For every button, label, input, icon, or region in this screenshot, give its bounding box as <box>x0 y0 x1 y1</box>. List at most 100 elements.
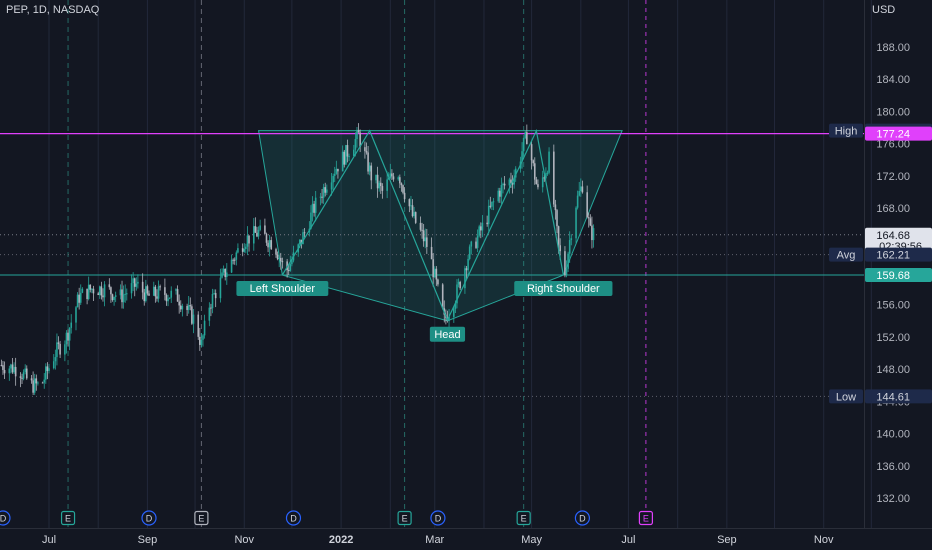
candle-body <box>189 305 192 307</box>
candle-body <box>578 191 581 196</box>
candle-body <box>543 177 546 179</box>
candle-body <box>554 204 557 211</box>
candle-body <box>287 270 290 272</box>
candle-body <box>143 292 146 302</box>
candle-body <box>524 132 527 139</box>
candle-body <box>108 284 111 288</box>
candle-body <box>314 197 317 213</box>
x-tick-label: 2022 <box>329 534 353 546</box>
candle-body <box>276 254 279 260</box>
candle-body <box>433 268 436 278</box>
candle-body <box>502 183 504 186</box>
candle-body <box>89 284 92 290</box>
candle-body <box>526 132 528 145</box>
candle-body <box>510 179 512 183</box>
candle-body <box>52 361 55 369</box>
dividend-marker <box>574 510 591 526</box>
candle-body <box>333 173 336 176</box>
candle-body <box>165 294 168 302</box>
dividend-marker <box>285 510 302 526</box>
candle-body <box>586 192 588 218</box>
candle-body <box>565 268 568 276</box>
candle-body <box>545 173 547 179</box>
y-tick-label: 148.00 <box>876 364 910 376</box>
avg-side-label-bg <box>829 247 863 262</box>
candle-body <box>533 163 536 180</box>
avg-axis-label: 162.21 <box>876 250 910 262</box>
candle-body <box>33 378 36 393</box>
y-tick-label: 132.00 <box>876 493 910 505</box>
candle-body <box>454 303 457 309</box>
candle-body <box>475 241 477 248</box>
candle-body <box>178 301 180 306</box>
candle-body <box>179 305 182 310</box>
x-tick-label: Sep <box>138 534 158 546</box>
candle-body <box>387 177 390 180</box>
event-marker-letter: E <box>65 514 71 524</box>
candle-body <box>275 249 277 255</box>
candle-body <box>537 184 539 188</box>
candle-body <box>400 183 403 186</box>
pattern-label-bg <box>236 281 329 297</box>
candle-body <box>530 144 533 161</box>
low-side-label-bg <box>829 389 863 404</box>
candle-body <box>299 239 301 245</box>
candle-body <box>219 277 222 299</box>
candle-body <box>46 366 49 371</box>
candle-body <box>57 342 60 345</box>
low-side-label: Low <box>836 391 856 403</box>
x-tick-label: Jul <box>621 534 635 546</box>
y-tick-label: 172.00 <box>876 171 910 183</box>
dividend-marker <box>141 510 157 526</box>
candle-body <box>522 138 525 152</box>
candle-body <box>141 281 144 293</box>
candle-body <box>265 233 268 243</box>
candle-body <box>176 289 179 302</box>
candle-body <box>553 151 555 205</box>
candle-body <box>500 185 503 197</box>
candle-body <box>470 241 473 247</box>
candle-body <box>345 145 347 165</box>
candle-body <box>546 172 549 174</box>
candle-body <box>267 242 269 248</box>
candle-body <box>48 368 50 371</box>
candle-body <box>353 149 355 157</box>
candle-body <box>157 286 160 299</box>
candle-body <box>25 368 28 379</box>
candle-body <box>221 272 223 278</box>
high-side-label-bg <box>829 123 863 138</box>
candle-body <box>230 259 233 273</box>
event-marker-letter: D <box>290 514 297 524</box>
candle-body <box>464 268 466 289</box>
candle-body <box>321 196 323 198</box>
candle-body <box>326 189 328 193</box>
candle-body <box>567 253 569 269</box>
candle-body <box>235 252 238 260</box>
candle-body <box>268 240 271 248</box>
candle-body <box>432 259 434 278</box>
candle-body <box>113 296 115 301</box>
candle-body <box>499 190 501 197</box>
candle-body <box>70 322 73 328</box>
candle-body <box>281 261 284 263</box>
candle-body <box>575 207 577 239</box>
candle-body <box>478 226 481 236</box>
candle-body <box>214 293 217 299</box>
candle-body <box>181 305 184 310</box>
candle-body <box>222 268 225 273</box>
candle-body <box>110 287 112 295</box>
candle-body <box>421 229 423 231</box>
candle-body <box>278 257 280 260</box>
candle-body <box>21 377 23 379</box>
candle-body <box>437 279 439 285</box>
candle-body <box>65 332 68 345</box>
pattern-label: Head <box>434 329 460 341</box>
candle-body <box>187 305 190 310</box>
candle-body <box>135 283 138 287</box>
candle-body <box>357 129 360 133</box>
candle-body <box>224 268 227 278</box>
candle-body <box>2 365 4 370</box>
x-tick-label: Jul <box>42 534 56 546</box>
candle-body <box>114 295 117 297</box>
